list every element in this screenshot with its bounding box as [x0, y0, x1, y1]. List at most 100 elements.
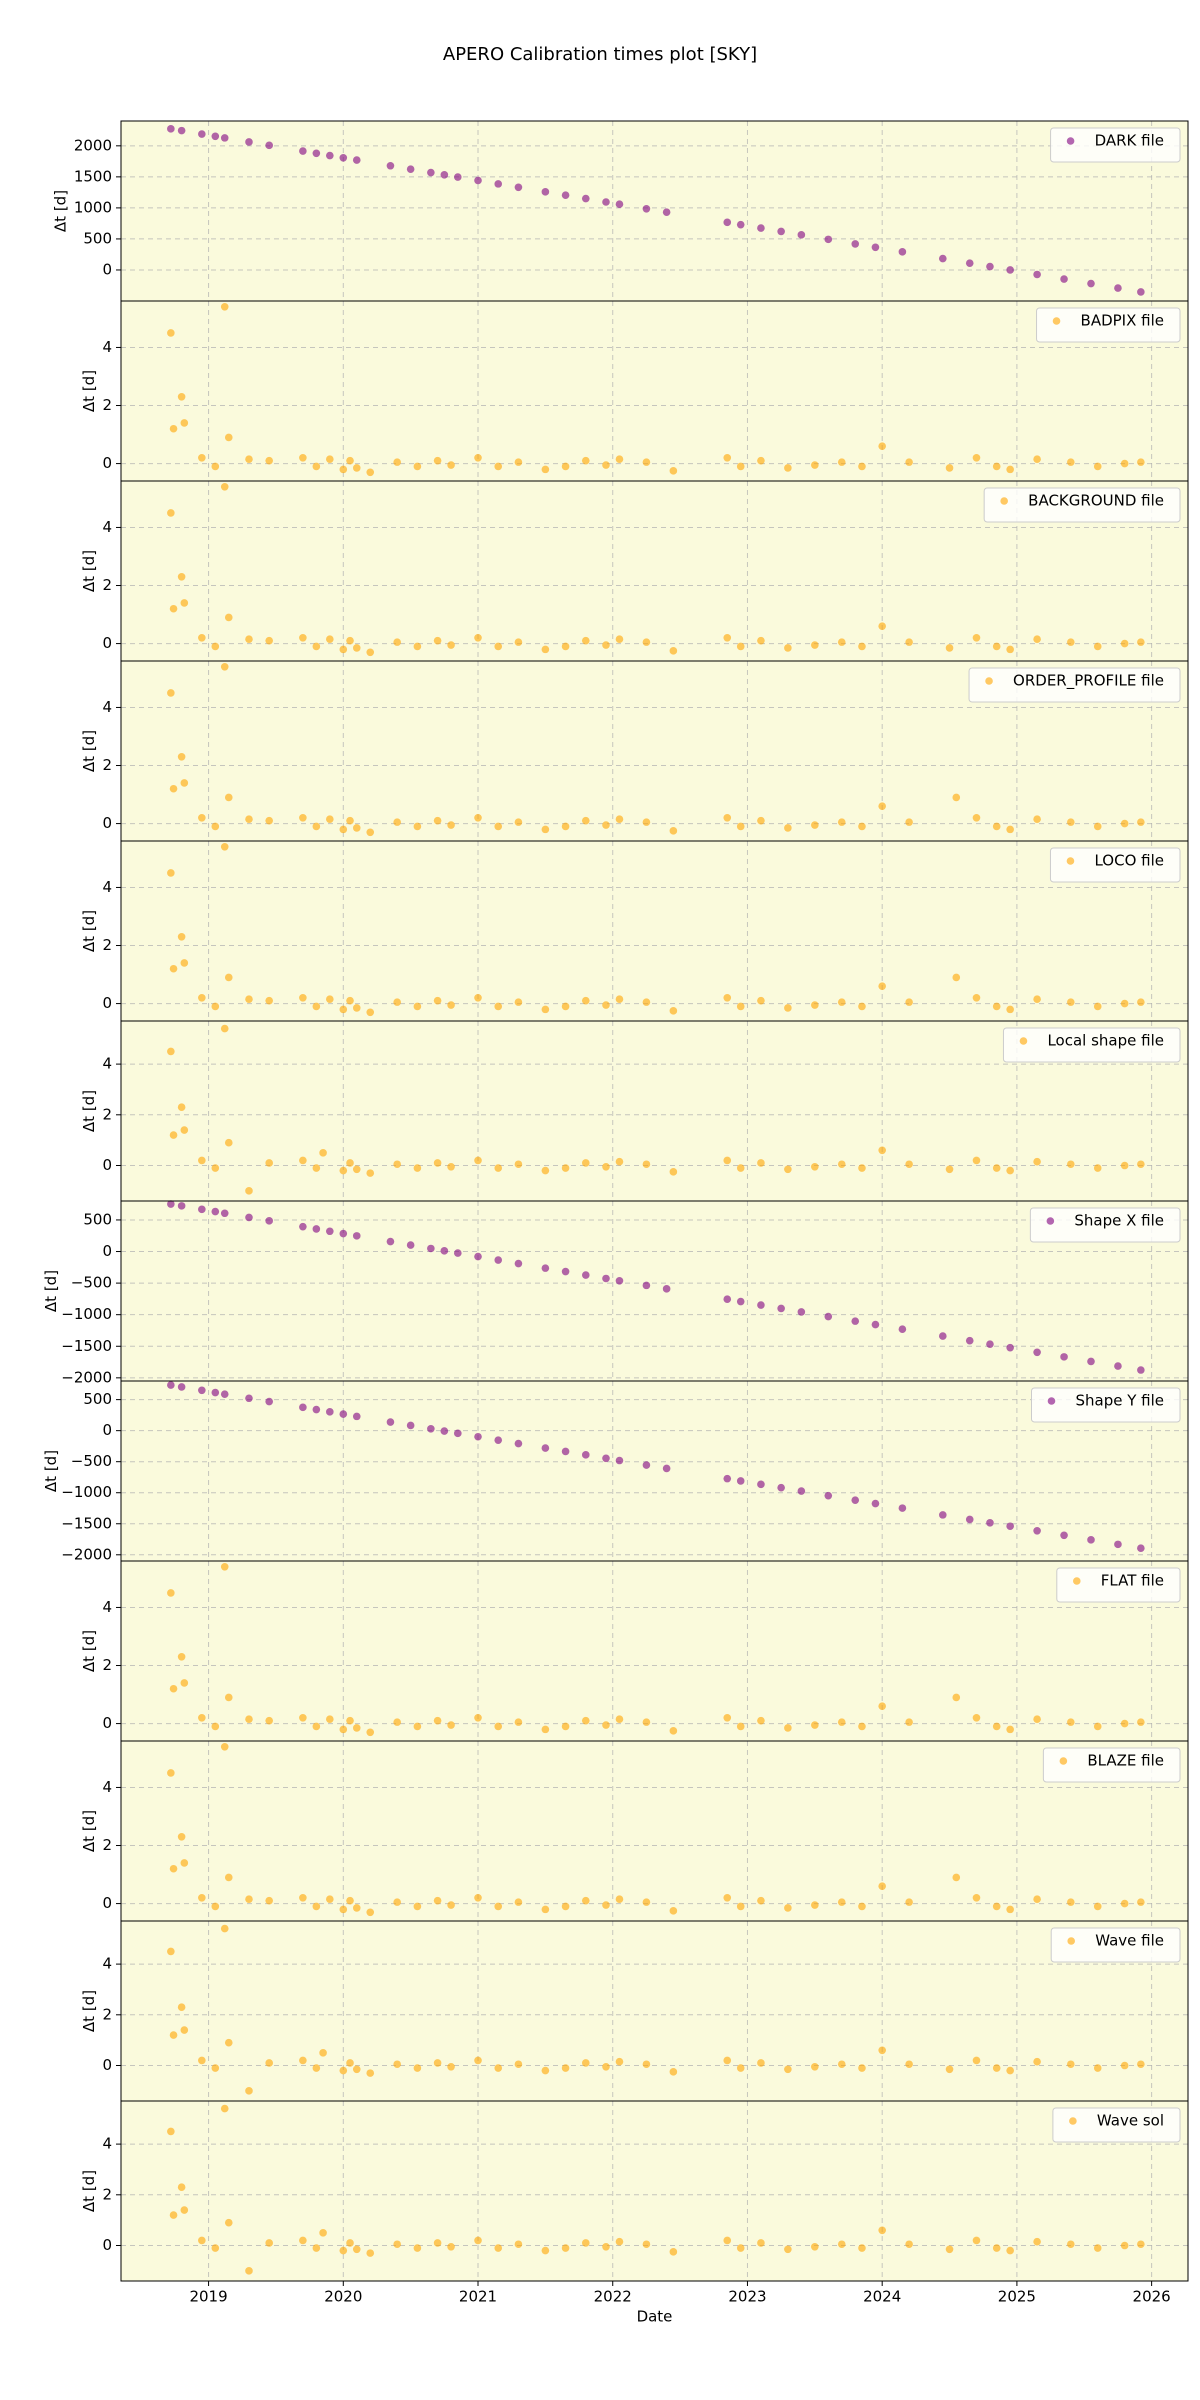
- y-axis-label: Δt [d]: [80, 1090, 98, 1132]
- data-point: [1033, 995, 1041, 1004]
- data-point: [299, 2236, 307, 2245]
- data-point: [945, 1165, 954, 1174]
- data-point: [494, 180, 503, 188]
- subplot: 2019 2020 2021 2022 2023 2024 2025 2026 0 2 4Δt [d…: [80, 2100, 1189, 2326]
- figure-title: APERO Calibration times plot [SKY]: [443, 44, 757, 65]
- data-point: [427, 1244, 435, 1253]
- legend-marker: [1066, 137, 1075, 145]
- y-tick-label: 4: [102, 1778, 112, 1796]
- data-point: [837, 998, 846, 1006]
- data-point: [797, 1487, 806, 1495]
- data-point: [1120, 2241, 1129, 2250]
- subplot: 0 2 4Δt [d] BLAZE file: [80, 1740, 1189, 1926]
- data-point: [811, 1162, 819, 1171]
- data-point: [180, 1679, 189, 1687]
- data-point: [177, 933, 186, 941]
- y-tick-label: 2: [102, 1105, 112, 1123]
- data-point: [945, 2245, 954, 2254]
- data-point: [427, 1424, 435, 1433]
- legend: Shape Y file: [1030, 1387, 1181, 1423]
- data-point: [581, 996, 590, 1005]
- data-point: [245, 1394, 253, 1403]
- data-point: [837, 1718, 846, 1726]
- subplot: 0 2 4Δt [d] Wave file: [80, 1920, 1189, 2106]
- data-point: [1066, 2240, 1075, 2249]
- data-point: [177, 393, 186, 401]
- legend-label: LOCO file: [1094, 852, 1164, 870]
- data-point: [167, 1947, 175, 1956]
- data-point: [1066, 458, 1075, 466]
- legend-box: [1050, 1927, 1181, 1963]
- data-point: [757, 1159, 765, 1167]
- data-point: [561, 1722, 570, 1731]
- data-point: [413, 822, 422, 831]
- data-point: [662, 208, 671, 216]
- y-tick-label: 0: [102, 1156, 112, 1174]
- data-point: [1033, 270, 1041, 279]
- data-point: [180, 1859, 189, 1867]
- data-point: [642, 1160, 651, 1169]
- data-point: [413, 1002, 422, 1011]
- data-point: [837, 818, 846, 826]
- data-point: [265, 636, 273, 645]
- legend: BACKGROUND file: [983, 487, 1181, 523]
- data-point: [245, 2087, 253, 2095]
- data-point: [1066, 638, 1075, 646]
- data-point: [167, 329, 175, 337]
- data-point: [871, 1320, 880, 1329]
- data-point: [1066, 998, 1075, 1006]
- data-point: [1120, 999, 1129, 1008]
- data-point: [433, 636, 442, 645]
- data-point: [198, 2236, 206, 2245]
- data-point: [245, 995, 253, 1004]
- data-point: [723, 813, 732, 822]
- data-point: [1006, 266, 1014, 274]
- y-axis-label: Δt [d]: [80, 910, 98, 952]
- data-point: [245, 1895, 253, 1904]
- data-point: [413, 1722, 422, 1731]
- data-point: [858, 1164, 866, 1172]
- data-point: [541, 1725, 550, 1734]
- data-point: [871, 1499, 880, 1508]
- subplot: 0 2 4Δt [d] ORDER_PROFILE file: [80, 660, 1189, 846]
- data-point: [757, 996, 765, 1005]
- data-point: [784, 644, 792, 652]
- data-point: [939, 1511, 947, 1519]
- data-point: [352, 2245, 361, 2254]
- subplot: −2000 −1500 −1000 −500 0 500 Δt [d] Shape X fil…: [42, 1200, 1189, 1386]
- data-point: [736, 220, 745, 229]
- legend-marker: [1000, 497, 1008, 505]
- data-point: [905, 1898, 913, 1906]
- data-point: [602, 1274, 610, 1283]
- y-tick-label: 0: [102, 1894, 112, 1912]
- x-tick-label: 2020: [324, 2288, 362, 2306]
- data-point: [169, 1131, 178, 1139]
- data-point: [736, 1902, 745, 1911]
- data-point: [858, 462, 866, 471]
- data-point: [541, 1444, 550, 1452]
- data-point: [198, 2056, 206, 2065]
- data-point: [851, 1317, 860, 1325]
- data-point: [878, 622, 886, 630]
- data-point: [494, 2244, 503, 2252]
- data-point: [339, 1905, 348, 1914]
- data-point: [1120, 459, 1129, 468]
- data-point: [265, 1397, 273, 1406]
- data-point: [220, 1563, 229, 1571]
- data-point: [837, 1160, 846, 1169]
- data-point: [352, 1165, 361, 1174]
- data-point: [220, 134, 229, 142]
- data-point: [1137, 1160, 1145, 1169]
- data-point: [602, 1162, 610, 1171]
- plot-background: [121, 2101, 1188, 2281]
- data-point: [339, 645, 348, 654]
- legend-marker: [1046, 1217, 1055, 1225]
- data-point: [642, 1718, 651, 1726]
- data-point: [265, 1159, 273, 1167]
- legend-marker: [985, 677, 993, 685]
- data-point: [615, 1456, 624, 1465]
- data-point: [386, 1418, 395, 1426]
- data-point: [177, 2183, 186, 2191]
- data-point: [736, 2064, 745, 2072]
- data-point: [1006, 825, 1014, 834]
